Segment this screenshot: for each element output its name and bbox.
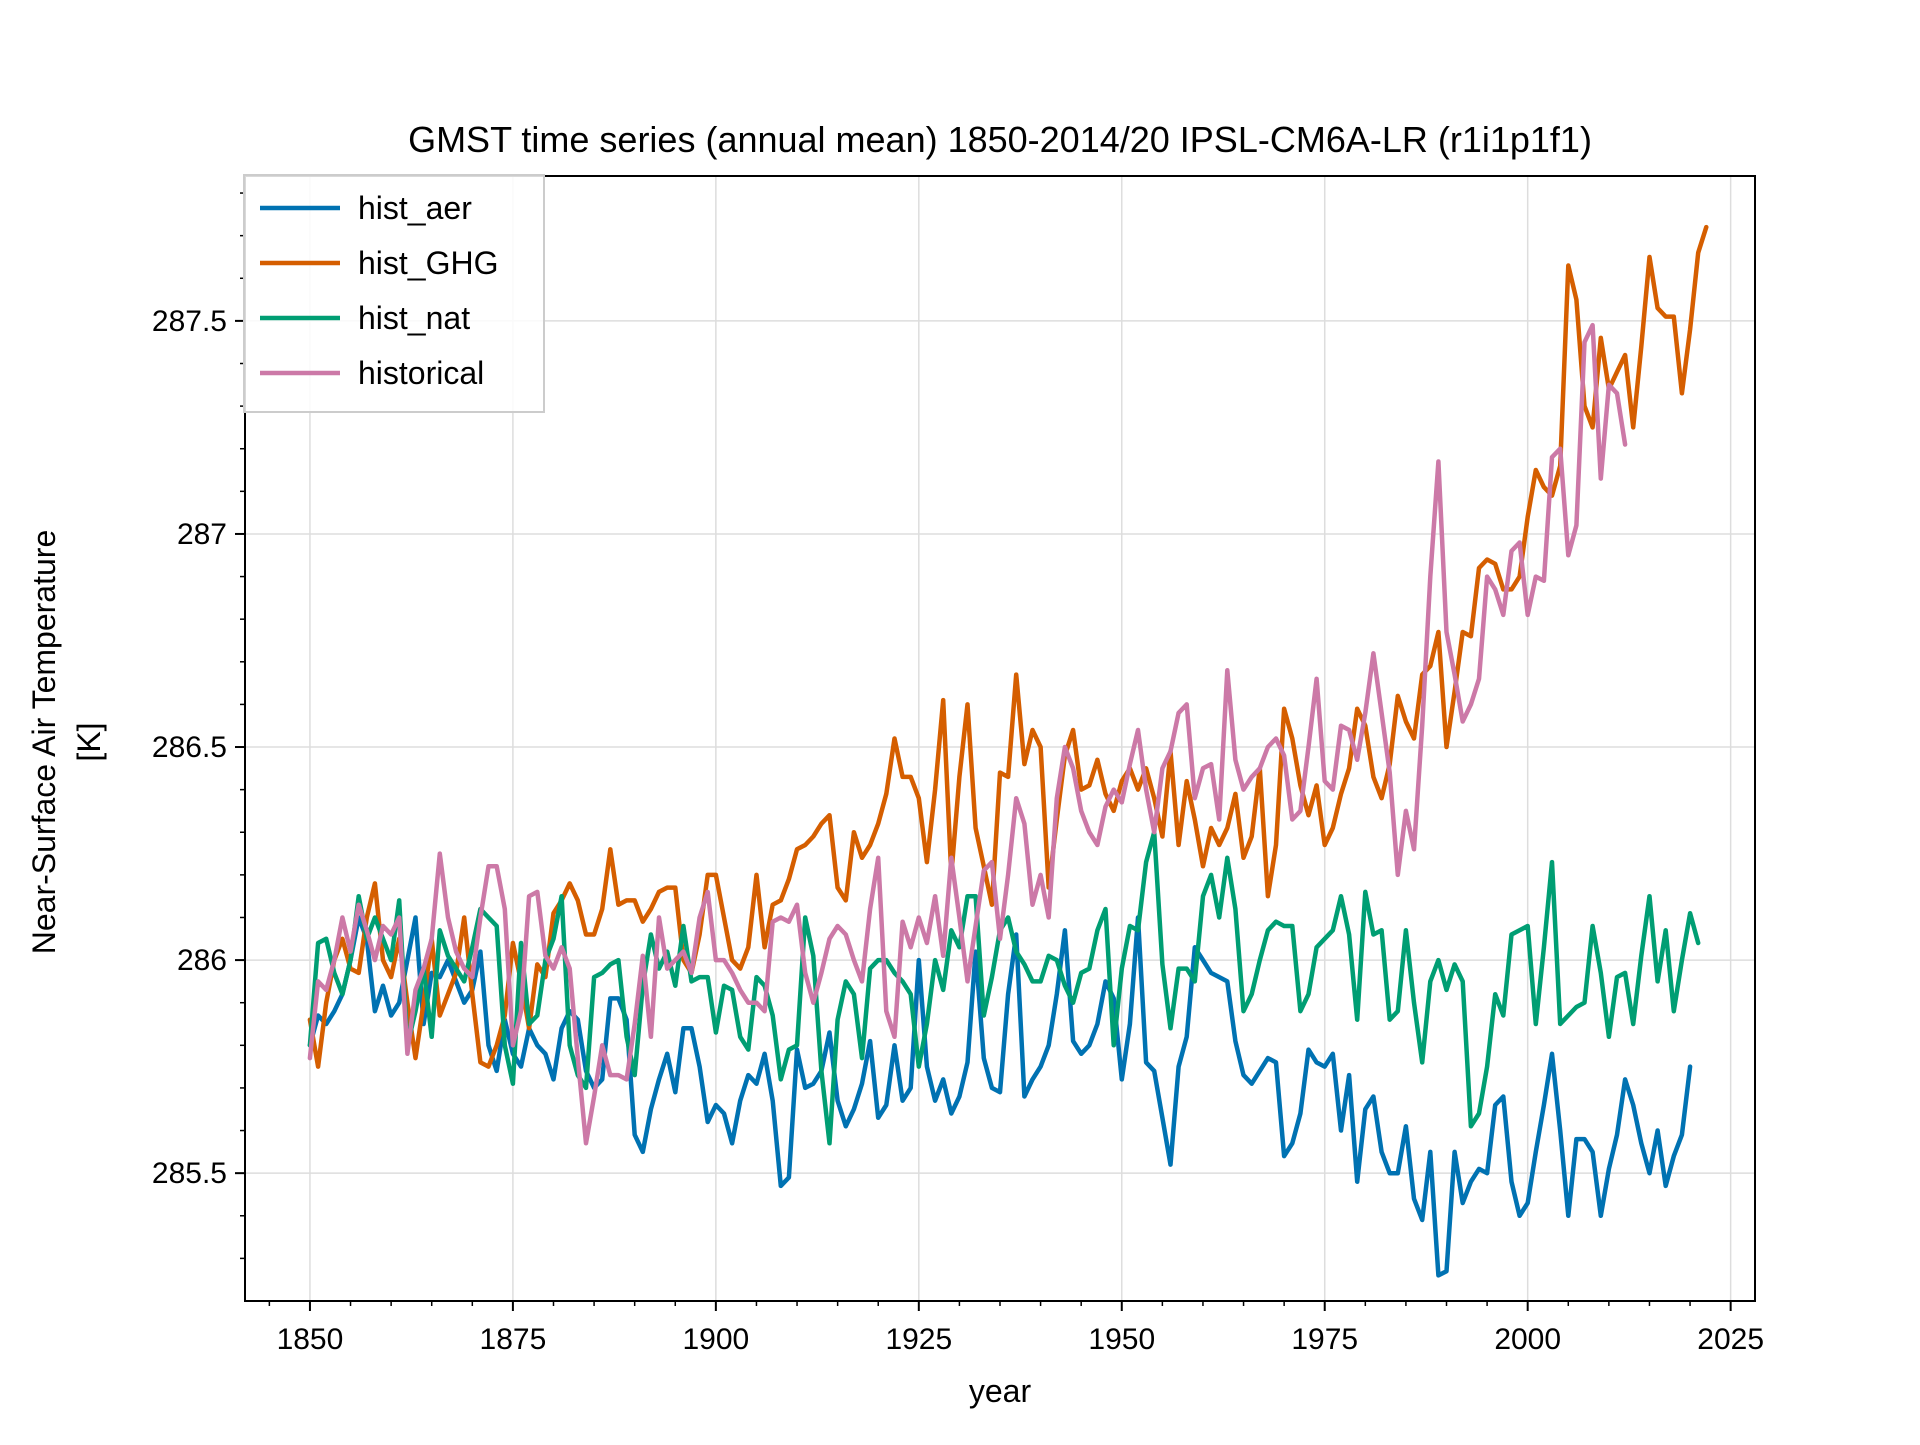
legend-label: hist_nat bbox=[358, 300, 470, 336]
x-axis-label: year bbox=[969, 1373, 1032, 1409]
x-tick-label: 2000 bbox=[1494, 1323, 1561, 1356]
x-tick-label: 1875 bbox=[480, 1323, 547, 1356]
legend-items: hist_aer hist_GHG hist_nat historical bbox=[260, 190, 498, 391]
x-tick-label: 1850 bbox=[277, 1323, 344, 1356]
y-axis-label: Near-Surface Air Temperature bbox=[26, 530, 62, 954]
x-tick-label: 1925 bbox=[885, 1323, 952, 1356]
gridlines bbox=[245, 176, 1755, 1301]
legend-label: hist_GHG bbox=[358, 245, 498, 281]
y-tick-label: 287 bbox=[177, 518, 227, 551]
series-line-hist-nat bbox=[307, 829, 1701, 1146]
y-tick-label: 287.5 bbox=[152, 305, 227, 338]
y-axis-unit: [K] bbox=[71, 722, 107, 761]
legend: hist_aer hist_GHG hist_nat historical bbox=[243, 174, 545, 413]
series-line-hist-aer bbox=[307, 915, 1693, 1278]
x-tick-label: 1900 bbox=[682, 1323, 749, 1356]
series-lines bbox=[307, 224, 1709, 1278]
legend-label: hist_aer bbox=[358, 190, 472, 226]
series-line-historical bbox=[307, 322, 1628, 1146]
y-tick-label: 286 bbox=[177, 944, 227, 977]
axis-ticks: 1850 1875 1900 1925 1950 1975 2000 2025 285.5 286… bbox=[152, 192, 1764, 1356]
x-tick-label: 1975 bbox=[1291, 1323, 1358, 1356]
y-tick-label: 286.5 bbox=[152, 731, 227, 764]
chart-title: GMST time series (annual mean) 1850-2014… bbox=[408, 119, 1592, 160]
x-tick-label: 2025 bbox=[1697, 1323, 1764, 1356]
x-tick-label: 1950 bbox=[1088, 1323, 1155, 1356]
y-tick-label: 285.5 bbox=[152, 1157, 227, 1190]
legend-label: historical bbox=[358, 355, 484, 391]
